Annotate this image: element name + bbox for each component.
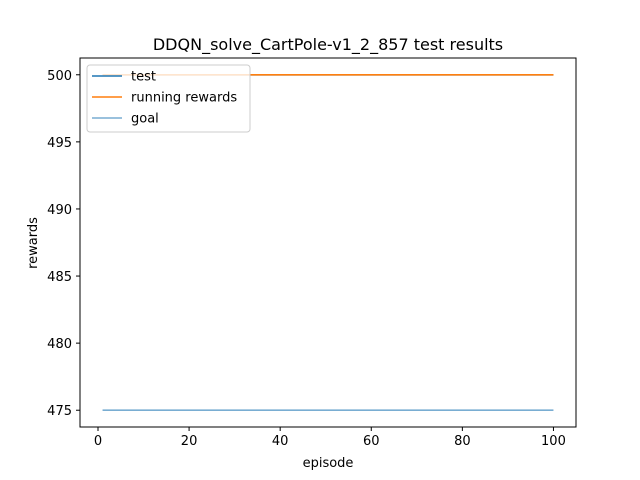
plot-frame xyxy=(79,57,577,428)
x-axis-label: episode xyxy=(303,456,354,471)
x-tick-label: 60 xyxy=(363,434,380,449)
legend-label: test xyxy=(131,70,156,85)
y-tick-label: 480 xyxy=(47,337,72,352)
y-tick-label: 485 xyxy=(47,270,72,285)
y-axis-label: rewards xyxy=(26,217,41,269)
x-tick-label: 20 xyxy=(181,434,198,449)
y-axis-ticks: 475 480 485 490 495 500 xyxy=(47,69,80,419)
legend-label: running rewards xyxy=(131,91,237,106)
y-tick-label: 495 xyxy=(47,136,72,151)
legend-box xyxy=(86,64,251,133)
x-tick-label: 40 xyxy=(272,434,289,449)
chart-title: DDQN_solve_CartPole-v1_2_857 test result… xyxy=(153,35,503,55)
legend-label: goal xyxy=(131,112,159,127)
legend: test running rewards goal xyxy=(86,64,251,133)
x-axis-ticks: 0 20 40 60 80 100 xyxy=(94,427,566,449)
y-tick-label: 490 xyxy=(47,203,72,218)
x-tick-label: 100 xyxy=(541,434,566,449)
y-tick-label: 475 xyxy=(47,404,72,419)
x-tick-label: 80 xyxy=(454,434,471,449)
y-tick-label: 500 xyxy=(47,69,72,84)
x-tick-label: 0 xyxy=(94,434,102,449)
